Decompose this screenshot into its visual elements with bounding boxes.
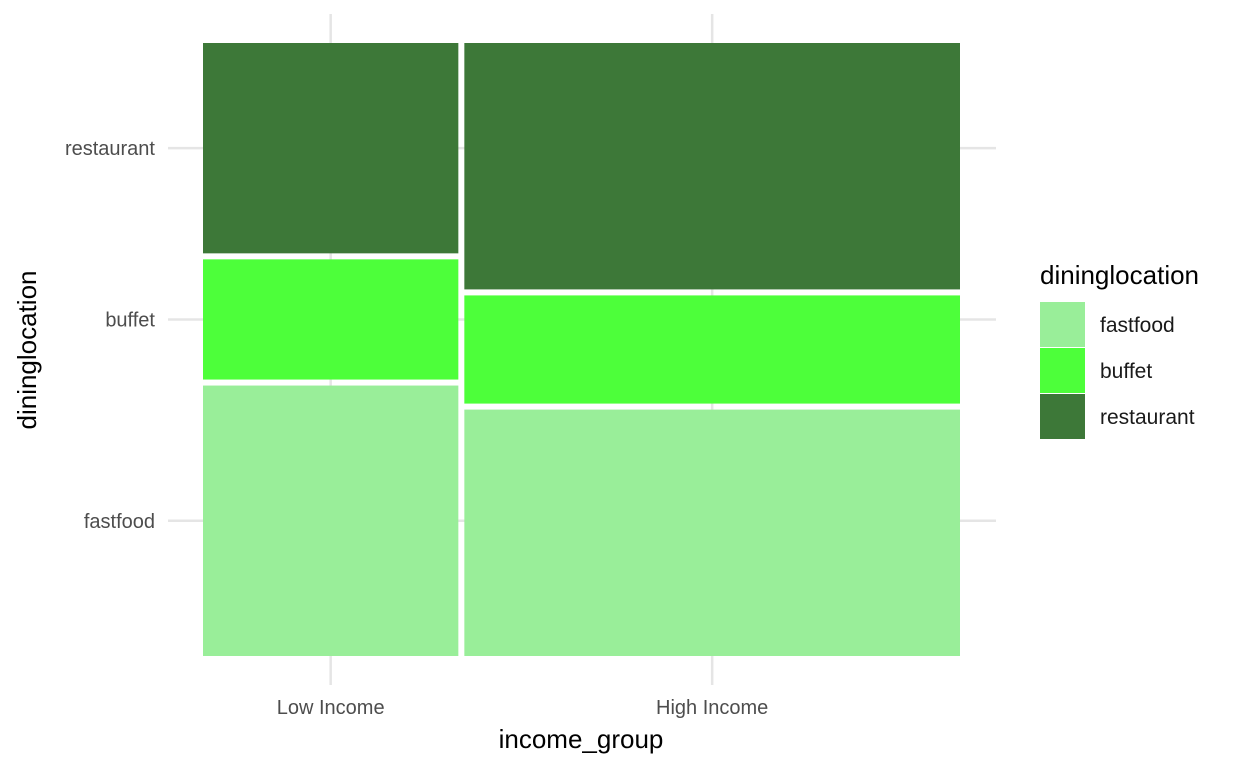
x-axis-title: income_group [499,724,664,754]
x-tick-label: High Income [656,697,768,719]
tile-restaurant-low-income [203,43,459,254]
mosaic-tiles [203,43,960,656]
tile-fastfood-low-income [203,385,459,656]
legend-swatch-restaurant [1040,394,1085,439]
x-tick-label: Low Income [277,697,385,719]
tile-fastfood-high-income [464,409,960,656]
legend-title: dininglocation [1040,260,1199,290]
legend-items: fastfood buffet restaurant [1040,302,1195,439]
tile-restaurant-high-income [464,43,960,290]
legend-swatch-fastfood [1040,302,1085,347]
y-tick-label: fastfood [84,511,155,533]
legend-swatch-buffet [1040,348,1085,393]
y-tick-label: restaurant [65,138,155,160]
legend: dininglocation fastfood buffet restaurant [1040,260,1199,439]
legend-label-buffet: buffet [1100,360,1152,383]
y-tick-label: buffet [105,309,155,331]
y-axis-ticks: restaurant buffet fastfood [65,138,155,533]
legend-label-restaurant: restaurant [1100,406,1195,429]
tile-buffet-high-income [464,295,960,404]
tile-buffet-low-income [203,259,459,380]
legend-label-fastfood: fastfood [1100,314,1175,337]
y-axis-title: dininglocation [12,270,42,429]
x-axis-ticks: Low Income High Income [277,697,769,719]
